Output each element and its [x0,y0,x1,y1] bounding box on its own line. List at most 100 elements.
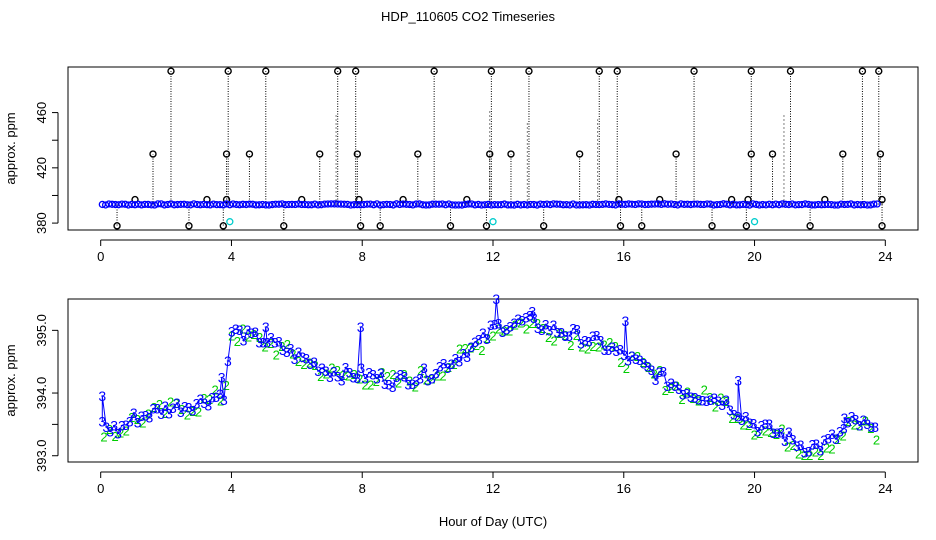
series-3-point: 3 [860,412,868,428]
series-2-point: 2 [400,367,407,382]
series-3-point: 3 [322,363,330,379]
series-3-point: 3 [769,425,777,441]
y-tick-label: 420 [34,157,49,179]
series-3-point: 3 [393,369,401,385]
series-3-point: 3 [828,426,836,442]
series-3-point: 3 [852,411,860,427]
x-tick-label: 0 [97,481,104,496]
series-3-point: 3 [216,386,224,402]
series-3-point: 3 [189,403,197,419]
y-tick-label: 460 [34,102,49,124]
series-3-point: 3 [742,408,750,424]
x-tick-label: 12 [486,481,500,496]
series-3-point: 3 [601,342,609,358]
series-3-point: 3 [659,363,667,379]
series-2-point: 2 [462,341,469,356]
series-2-point: 2 [384,369,391,384]
series-2-point: 2 [534,316,541,331]
series-3-point: 3 [867,419,875,435]
series-2-point: 2 [762,423,769,438]
spike-mid-point [149,150,157,158]
series-2-point: 2 [789,438,796,453]
baseline-point [150,201,159,209]
series-3-point: 3 [528,304,536,320]
dip-point [482,222,491,230]
series-2-point: 2 [373,374,380,389]
series-3-point: 3 [722,392,730,408]
series-3-point: 3 [687,389,695,405]
series-2-point: 2 [695,394,702,409]
dip-point [280,222,288,230]
series-2-point: 2 [439,369,446,384]
series-2-point: 2 [545,330,552,345]
series-3-point: 3 [863,416,871,432]
series-2-point: 2 [156,397,163,412]
series-3-point: 3 [287,340,295,356]
chart-title: HDP_110605 CO2 Timeseries [381,9,555,24]
series-2-point: 2 [139,415,146,430]
series-3-point: 3 [197,391,205,407]
spike-mid-point [486,150,494,158]
series-3-point: 3 [299,349,307,365]
series-3-point: 3 [534,320,542,336]
series-2-point: 2 [200,391,207,406]
series-3-point: 3 [432,365,440,381]
dip-point [219,222,227,230]
series-3-point: 3 [765,416,773,432]
series-3-point: 3 [114,425,122,441]
series-3-point: 3 [550,317,558,333]
series-2-point: 2 [612,339,619,354]
cyan-point [489,218,497,226]
series-3-point: 3 [318,360,326,376]
series-2-point: 2 [161,406,168,421]
series-3-point: 3 [381,376,389,392]
series-3-point: 3 [389,379,397,395]
series-3-point: 3 [142,408,150,424]
spike-low-point [615,195,623,204]
series-3-point: 3 [149,401,157,417]
series-3-point: 3 [177,404,185,420]
series-3-point: 3 [338,372,346,388]
series-3-point: 3 [165,406,173,422]
series-3-point: 3 [126,413,134,429]
series-3-point: 3 [262,319,270,335]
series-3-point: 3 [663,378,671,394]
series-3-point: 3 [361,370,369,386]
series-2-point: 2 [295,354,302,369]
baseline-point [719,200,728,208]
series-2-point: 2 [873,432,880,447]
top-panel: 0 4 8 12 16 20 24 380 420 460 approx. ppm [3,66,919,264]
series-2-point: 2 [851,418,858,433]
series-3-point: 3 [385,376,393,392]
series-2-point: 2 [662,383,669,398]
series-3-point: 3 [789,432,797,448]
series-2-point: 2 [589,339,596,354]
series-3-point: 3 [667,375,675,391]
series-3-point: 3 [569,321,577,337]
series-3-point: 3 [463,349,471,365]
series-3-point: 3 [218,369,226,385]
series-3-point: 3 [102,419,110,435]
series-3-point: 3 [620,347,628,363]
series-3-point: 3 [353,370,361,386]
series-3-point: 3 [373,370,381,386]
series-3-point: 3 [589,328,597,344]
series-2-point: 2 [389,367,396,382]
bottom-data-marks: 2222222222222222222222222222222222222222… [98,291,880,463]
series-3-point: 3 [208,390,216,406]
series-2-point: 2 [167,394,174,409]
spike-high-point [875,67,883,75]
dip-point [742,222,751,230]
series-3-point: 3 [856,417,864,433]
dip-point [638,222,646,230]
series-2-point: 2 [473,338,480,353]
series-3-point: 3 [267,329,275,345]
series-2-point: 2 [250,327,257,342]
y-tick-label: 393.0 [34,439,49,472]
series-3-point: 3 [754,423,762,439]
series-3-point: 3 [734,373,742,389]
y-tick-label: 394.0 [34,377,49,410]
spike-mid-point [575,150,584,158]
